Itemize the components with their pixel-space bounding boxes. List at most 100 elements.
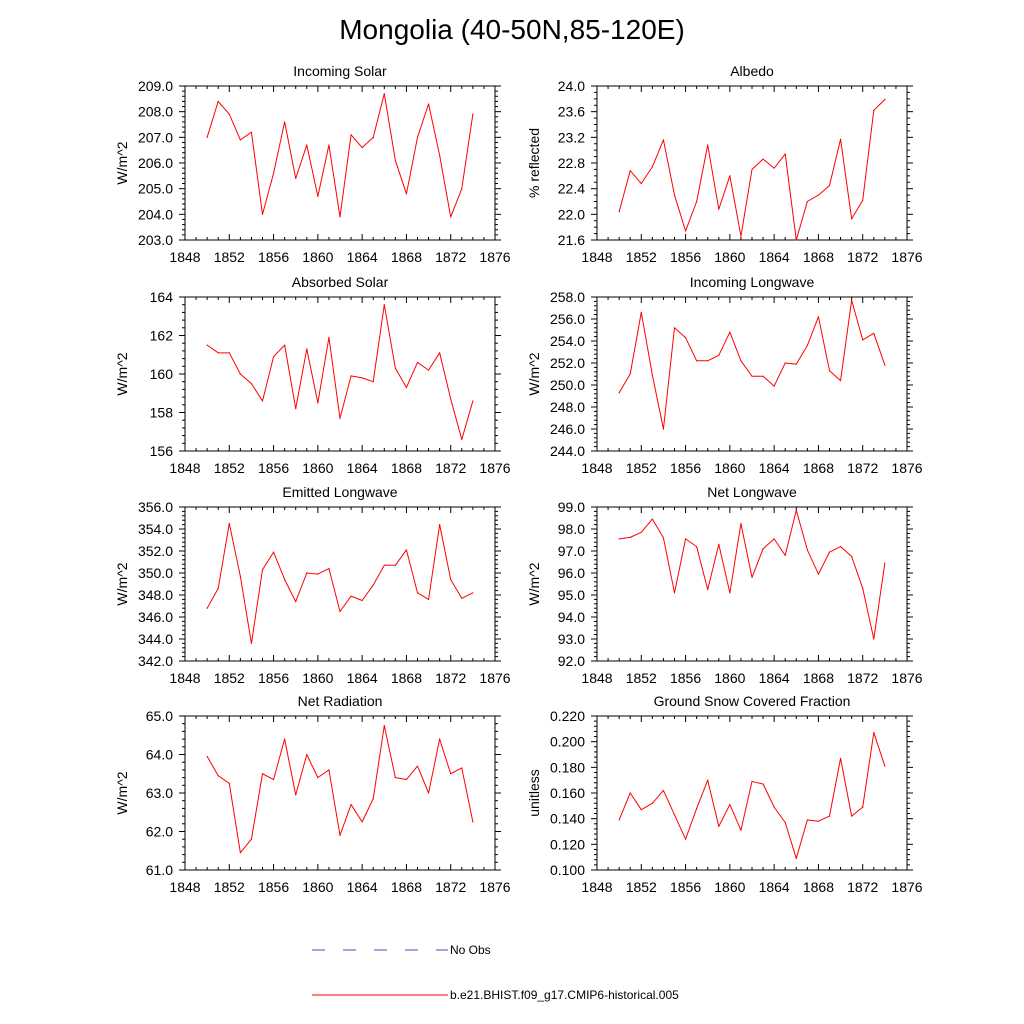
- data-point: [884, 765, 886, 767]
- data-point: [461, 438, 463, 441]
- data-point: [651, 518, 653, 520]
- panel-title: Incoming Longwave: [690, 274, 815, 290]
- data-point: [828, 551, 831, 553]
- data-point: [873, 332, 875, 334]
- data-point: [651, 374, 653, 376]
- data-point: [828, 815, 831, 817]
- data-point: [361, 821, 363, 823]
- data-point: [651, 166, 653, 168]
- y-tick-label: 21.6: [558, 232, 585, 248]
- data-point: [416, 361, 419, 364]
- data-point: [828, 184, 831, 187]
- data-point: [272, 172, 275, 174]
- data-point: [217, 775, 219, 777]
- y-tick-label: 246.0: [550, 421, 585, 437]
- y-axis-label: W/m^2: [526, 562, 542, 605]
- data-point: [795, 857, 797, 860]
- data-point: [228, 352, 230, 354]
- data-point: [618, 392, 620, 394]
- x-tick-label: 1856: [258, 879, 289, 895]
- data-point: [618, 211, 620, 213]
- y-tick-label: 92.0: [558, 653, 585, 669]
- x-tick-label: 1872: [435, 670, 466, 686]
- x-tick-label: 1856: [670, 670, 701, 686]
- x-tick-label: 1860: [302, 249, 333, 265]
- y-axis-label: W/m^2: [114, 352, 130, 395]
- data-point: [250, 838, 253, 840]
- x-tick-label: 1848: [581, 879, 612, 895]
- data-point: [405, 193, 408, 195]
- x-tick-label: 1868: [803, 879, 834, 895]
- data-point: [328, 769, 330, 771]
- y-tick-label: 0.100: [550, 862, 585, 878]
- x-tick-label: 1852: [214, 249, 245, 265]
- x-tick-label: 1860: [714, 670, 745, 686]
- data-point: [405, 386, 408, 389]
- data-point: [306, 753, 308, 756]
- plot-frame: [596, 85, 908, 241]
- data-point: [239, 852, 241, 854]
- x-tick-label: 1848: [581, 460, 612, 476]
- data-point: [806, 200, 808, 203]
- data-point: [250, 642, 253, 645]
- data-point: [817, 316, 820, 318]
- figure-title: Mongolia (40-50N,85-120E): [339, 14, 685, 45]
- x-tick-label: 1876: [479, 670, 510, 686]
- data-point: [851, 555, 853, 558]
- data-point: [662, 789, 665, 792]
- y-tick-label: 252.0: [550, 355, 585, 371]
- chart-panel: 1848 1852 1856 1860 1864 1868 1872 1876 21.6 22.0…: [526, 63, 923, 265]
- data-point: [206, 607, 208, 609]
- y-tick-label: 24.0: [558, 78, 585, 94]
- x-tick-label: 1876: [891, 670, 922, 686]
- data-point: [450, 398, 452, 400]
- data-point: [851, 299, 853, 301]
- data-point: [405, 778, 408, 781]
- x-tick-label: 1864: [759, 249, 790, 265]
- x-tick-label: 1876: [479, 879, 510, 895]
- chart-panel: 1848 1852 1856 1860 1864 1868 1872 1876 61.0 62.0…: [114, 693, 511, 895]
- data-point: [461, 597, 463, 599]
- y-tick-label: 64.0: [146, 747, 173, 763]
- data-point: [718, 354, 720, 356]
- x-tick-label: 1876: [479, 460, 510, 476]
- data-point: [472, 113, 474, 115]
- x-tick-label: 1876: [891, 249, 922, 265]
- chart-panel: 1848 1852 1856 1860 1864 1868 1872 1876 156 158 16…: [114, 274, 511, 476]
- y-tick-label: 95.0: [558, 587, 585, 603]
- legend-obs-label: No Obs: [450, 943, 491, 957]
- data-point: [350, 375, 352, 377]
- data-point: [673, 194, 676, 196]
- series-line: [206, 304, 474, 440]
- data-point: [640, 311, 642, 313]
- x-tick-label: 1868: [803, 249, 834, 265]
- y-tick-label: 244.0: [550, 443, 585, 459]
- data-point: [795, 239, 797, 241]
- data-point: [729, 331, 731, 333]
- y-tick-label: 164: [150, 289, 174, 305]
- data-point: [762, 783, 764, 785]
- y-tick-label: 356.0: [138, 499, 173, 515]
- x-tick-label: 1848: [169, 460, 200, 476]
- x-tick-label: 1872: [435, 879, 466, 895]
- data-point: [839, 546, 842, 548]
- data-point: [206, 344, 208, 346]
- data-point: [228, 113, 230, 115]
- y-axis-label: W/m^2: [526, 352, 542, 395]
- series-line: [206, 93, 474, 218]
- data-point: [696, 200, 698, 203]
- data-point: [450, 579, 452, 581]
- x-tick-label: 1848: [169, 670, 200, 686]
- y-tick-label: 208.0: [138, 104, 173, 120]
- data-point: [640, 531, 642, 533]
- chart-panel: 1848 1852 1856 1860 1864 1868 1872 1876 244.0 246…: [526, 274, 923, 476]
- y-tick-label: 162: [150, 328, 174, 344]
- plot-frame: [184, 506, 496, 662]
- data-point: [372, 798, 374, 800]
- data-point: [684, 230, 687, 232]
- x-tick-label: 1868: [391, 460, 422, 476]
- y-tick-label: 158: [150, 405, 174, 421]
- data-point: [629, 373, 631, 375]
- x-tick-label: 1868: [391, 670, 422, 686]
- series-line: [618, 732, 886, 859]
